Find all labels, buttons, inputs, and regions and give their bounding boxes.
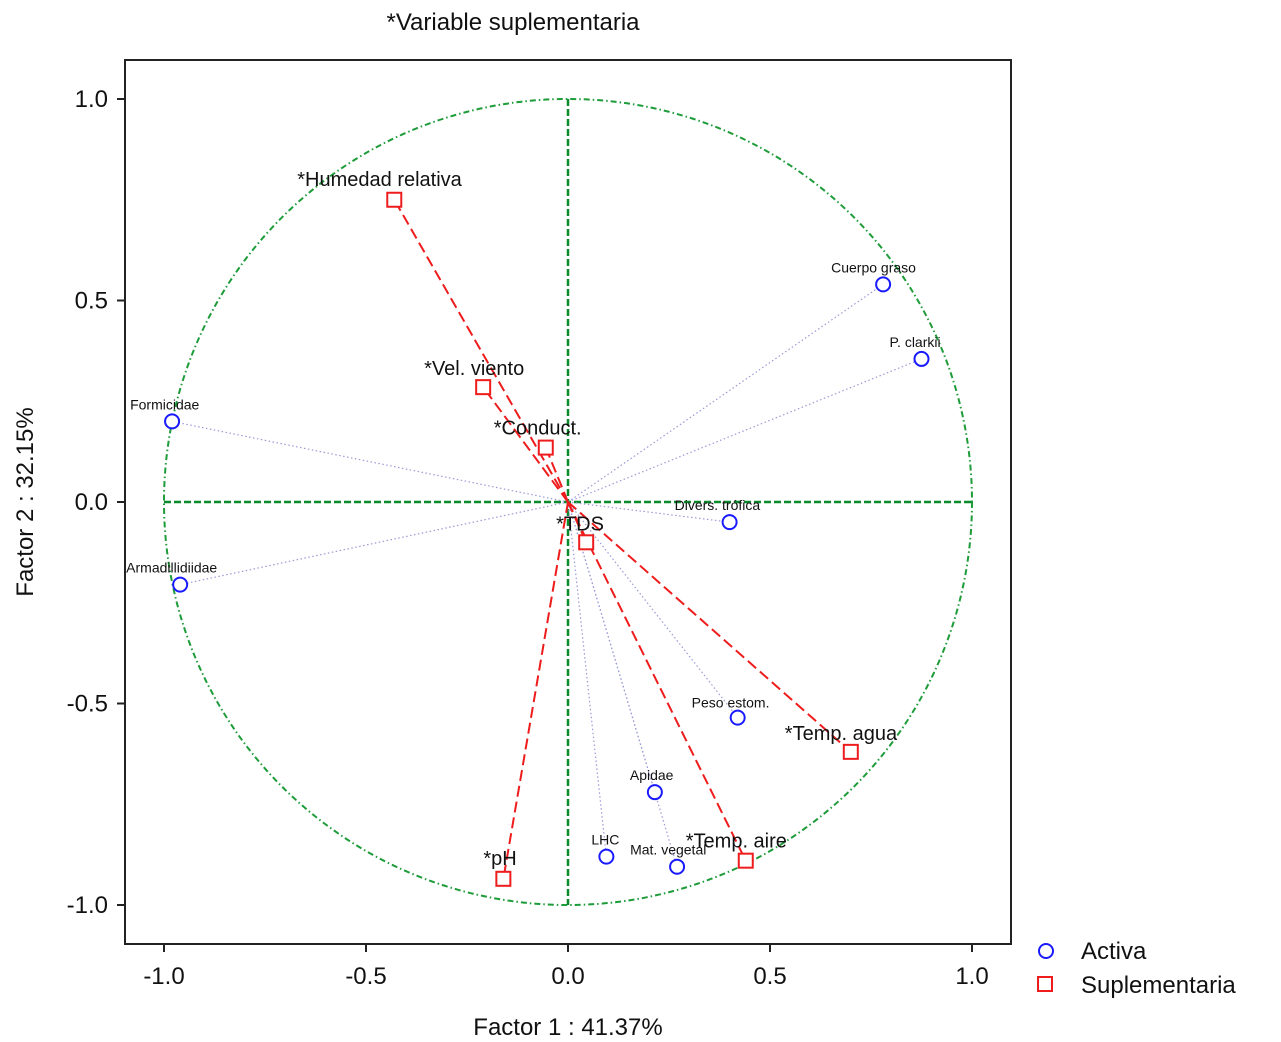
supplementary-point-label: *pH: [483, 848, 516, 870]
supplementary-point-marker: [737, 852, 754, 869]
active-vector-line: [171, 420, 569, 503]
legend-label-activa: Activa: [1081, 938, 1147, 965]
active-point-label: Formicidae: [130, 396, 199, 412]
supplementary-point-label: *TDS: [556, 513, 604, 535]
supplementary-vector-line: [544, 447, 569, 503]
supplementary-vector-line: [482, 386, 569, 503]
x-tick-label: 1.0: [955, 963, 988, 990]
y-tick-label: -0.5: [67, 691, 108, 718]
active-vector-line: [567, 501, 739, 718]
supplementary-point-marker: [537, 439, 554, 456]
legend-label-suplementaria: Suplementaria: [1081, 972, 1236, 999]
supplementary-point-marker: [842, 743, 859, 760]
active-point-label: Apidae: [630, 767, 674, 783]
supplementary-point-label: *Temp. aire: [686, 831, 787, 853]
active-vector-line: [567, 358, 922, 503]
active-vector-line: [567, 501, 607, 857]
active-point-label: Peso estom.: [692, 695, 770, 711]
y-axis-label: Factor 2 : 32.15%: [12, 407, 39, 596]
supplementary-vector-line: [393, 199, 569, 503]
supplementary-point-marker: [475, 379, 492, 396]
active-point-label: LHC: [591, 832, 619, 848]
active-point-marker: [598, 848, 615, 865]
supplementary-point-marker: [578, 534, 595, 551]
unit-circle: [163, 98, 973, 906]
legend-marker-activa: [1038, 943, 1054, 959]
supplementary-point-label: *Vel. viento: [424, 358, 524, 380]
supplementary-vector-line: [502, 501, 569, 879]
x-tick-label: -1.0: [143, 963, 184, 990]
supplementary-point-label: *Humedad relativa: [297, 169, 462, 191]
active-point-marker: [669, 858, 686, 875]
active-vector-line: [567, 501, 730, 523]
y-tick-label: 0.0: [75, 489, 108, 516]
x-axis-label: Factor 1 : 41.37%: [473, 1014, 662, 1041]
active-point-marker: [646, 784, 663, 801]
y-tick-label: 1.0: [75, 86, 108, 113]
supplementary-point-label: *Conduct.: [494, 418, 582, 440]
active-point-label: Divers. trófica: [675, 497, 761, 513]
active-vector-line: [567, 501, 678, 867]
supplementary-point-marker: [495, 870, 512, 887]
active-vector-line: [180, 501, 569, 586]
x-tick-label: -0.5: [345, 963, 386, 990]
supplementary-point-label: *Temp. agua: [785, 723, 898, 745]
legend-marker-suplementaria: [1037, 976, 1053, 992]
active-point-marker: [729, 709, 746, 726]
legend: Activa Suplementaria: [1037, 938, 1236, 999]
active-point-marker: [913, 350, 930, 367]
y-tick-label: -1.0: [67, 892, 108, 919]
active-point-marker: [164, 413, 181, 430]
active-point-label: Armadillidiidae: [126, 560, 217, 576]
active-point-label: Mat. vegetal: [630, 842, 706, 858]
active-point-label: P. clarkii: [890, 334, 941, 350]
active-point-marker: [875, 276, 892, 293]
supplementary-point-marker: [386, 191, 403, 208]
active-point-label: Cuerpo graso: [831, 259, 916, 275]
y-tick-label: 0.5: [75, 288, 108, 315]
active-point-marker: [721, 514, 738, 531]
supplementary-vector-line: [567, 501, 852, 753]
x-tick-label: 0.5: [753, 963, 786, 990]
active-point-marker: [172, 576, 189, 593]
x-tick-label: 0.0: [551, 963, 584, 990]
supplementary-vector-line: [567, 501, 747, 862]
chart-title: *Variable suplementaria: [386, 9, 640, 36]
